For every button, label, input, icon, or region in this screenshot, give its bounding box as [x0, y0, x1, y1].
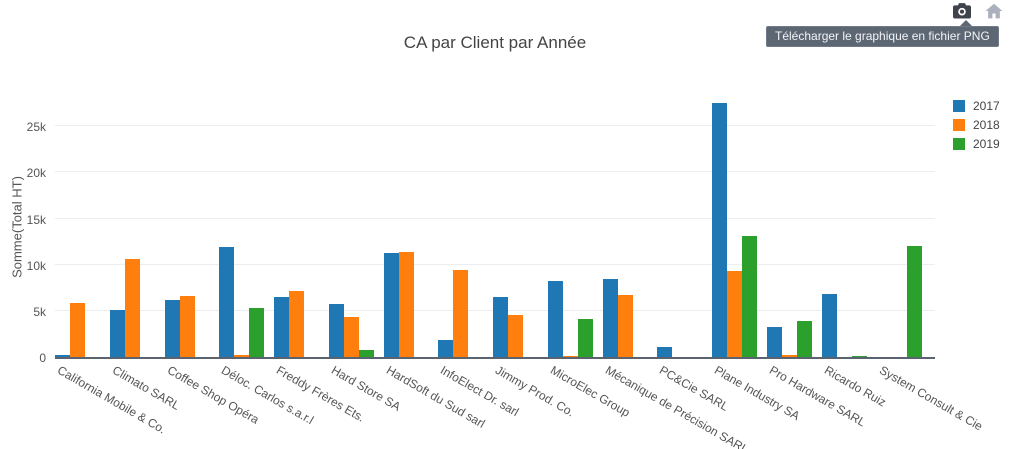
- bar-2018[interactable]: [179, 296, 195, 357]
- legend-swatch: [953, 137, 965, 150]
- bar-2018[interactable]: [562, 355, 578, 357]
- legend-swatch: [953, 99, 965, 112]
- home-icon: [985, 3, 1003, 24]
- bar-2018[interactable]: [343, 317, 359, 357]
- bar-2017[interactable]: [164, 299, 180, 357]
- bar-2017[interactable]: [493, 297, 509, 357]
- bar-2017[interactable]: [383, 252, 399, 357]
- bar-2018[interactable]: [508, 314, 524, 357]
- bar-group: PC&Cie SARL: [657, 95, 731, 414]
- gridline: [55, 217, 935, 219]
- bar-group: Freddy Frères Ets.: [274, 95, 367, 425]
- bar-2018[interactable]: [617, 295, 633, 357]
- bar-2018[interactable]: [289, 290, 305, 357]
- y-tick-label: 0: [39, 351, 46, 365]
- x-tick-label: Pro Hardware SARL: [767, 363, 869, 430]
- bar-group: Pro Hardware SARL: [767, 95, 868, 429]
- bar-2017[interactable]: [328, 304, 344, 357]
- bar-2019[interactable]: [742, 236, 758, 357]
- y-tick-label: 10k: [26, 258, 46, 273]
- x-tick-label: Coffee Shop Opéra: [164, 363, 261, 427]
- bar-2018[interactable]: [398, 251, 414, 357]
- bar-group: Climato SARL: [109, 95, 182, 413]
- bar-group: Mécanique de Précision SARL: [602, 95, 751, 449]
- bar-2017[interactable]: [55, 355, 70, 357]
- bar-group: InfoElect Dr. sarl: [438, 95, 522, 419]
- x-tick-label: Déloc. Carlos s.a.r.l: [219, 363, 317, 428]
- legend: 2017 2018 2019: [953, 96, 1000, 153]
- bar-2017[interactable]: [438, 340, 454, 357]
- y-tick-label: 20k: [26, 166, 46, 181]
- x-tick-label: System Consult & Cie: [876, 363, 985, 434]
- download-png-button[interactable]: [952, 2, 972, 24]
- bar-2017[interactable]: [821, 294, 837, 357]
- bar-2019[interactable]: [577, 319, 593, 357]
- bar-group: Déloc. Carlos s.a.r.l: [219, 95, 316, 427]
- y-tick-label: 15k: [26, 212, 46, 227]
- bar-2018[interactable]: [234, 355, 250, 357]
- y-axis-ticks: 0 5k 10k 15k 20k 25k: [0, 95, 46, 365]
- legend-item-2018[interactable]: 2018: [953, 115, 1000, 134]
- bar-2017[interactable]: [219, 247, 235, 357]
- bar-2018[interactable]: [124, 259, 140, 357]
- legend-swatch: [953, 118, 965, 131]
- modebar-tooltip: Télécharger le graphique en fichier PNG: [766, 26, 999, 47]
- bar-2018[interactable]: [782, 355, 797, 357]
- bar-2019[interactable]: [797, 321, 812, 357]
- plot-area: California Mobile & Co. Climato SARL Coffe…: [55, 95, 985, 449]
- bar-2018[interactable]: [453, 270, 469, 357]
- bar-group: California Mobile & Co.: [55, 95, 168, 436]
- modebar: [952, 2, 1004, 24]
- bar-2018[interactable]: [70, 302, 85, 357]
- chart-title: CA par Client par Année: [403, 33, 587, 52]
- legend-label: 2018: [973, 117, 1000, 132]
- camera-icon: [953, 2, 971, 24]
- legend-label: 2019: [973, 136, 1000, 151]
- bar-2018[interactable]: [727, 271, 743, 357]
- bar-group: Plane Industry SA: [712, 95, 802, 423]
- bar-group: Hard Store SA: [328, 95, 403, 414]
- y-tick-label: 5k: [33, 304, 46, 319]
- gridline: [55, 125, 935, 127]
- y-tick-label: 25k: [26, 120, 46, 135]
- bar-group: Coffee Shop Opéra: [164, 95, 261, 427]
- x-tick-label: HardSoft du Sud sarl: [383, 363, 488, 431]
- bar-group: System Consult & Cie: [877, 95, 985, 433]
- legend-item-2017[interactable]: 2017: [953, 96, 1000, 115]
- bar-2017[interactable]: [547, 281, 563, 357]
- legend-item-2019[interactable]: 2019: [953, 134, 1000, 153]
- gridline: [55, 263, 935, 265]
- bar-group: Ricardo Ruiz: [821, 95, 888, 409]
- bar-group: Jimmy Prod. Co.: [493, 95, 577, 419]
- gridline: [55, 171, 935, 173]
- bar-2017[interactable]: [712, 103, 728, 357]
- bar-2019[interactable]: [358, 349, 374, 357]
- bar-group: HardSoft du Sud sarl: [383, 95, 487, 431]
- bar-2017[interactable]: [657, 346, 673, 357]
- reset-axes-button[interactable]: [984, 3, 1004, 24]
- bar-2017[interactable]: [602, 278, 618, 357]
- legend-label: 2017: [973, 98, 1000, 113]
- bar-2019[interactable]: [249, 308, 265, 357]
- tooltip-arrow: [959, 20, 973, 27]
- bar-2017[interactable]: [109, 309, 125, 357]
- bar-2019[interactable]: [851, 355, 867, 357]
- bar-group: MicroElec Group: [547, 95, 632, 420]
- bar-2019[interactable]: [906, 246, 922, 357]
- bar-2017[interactable]: [274, 297, 290, 357]
- bar-2017[interactable]: [767, 327, 782, 357]
